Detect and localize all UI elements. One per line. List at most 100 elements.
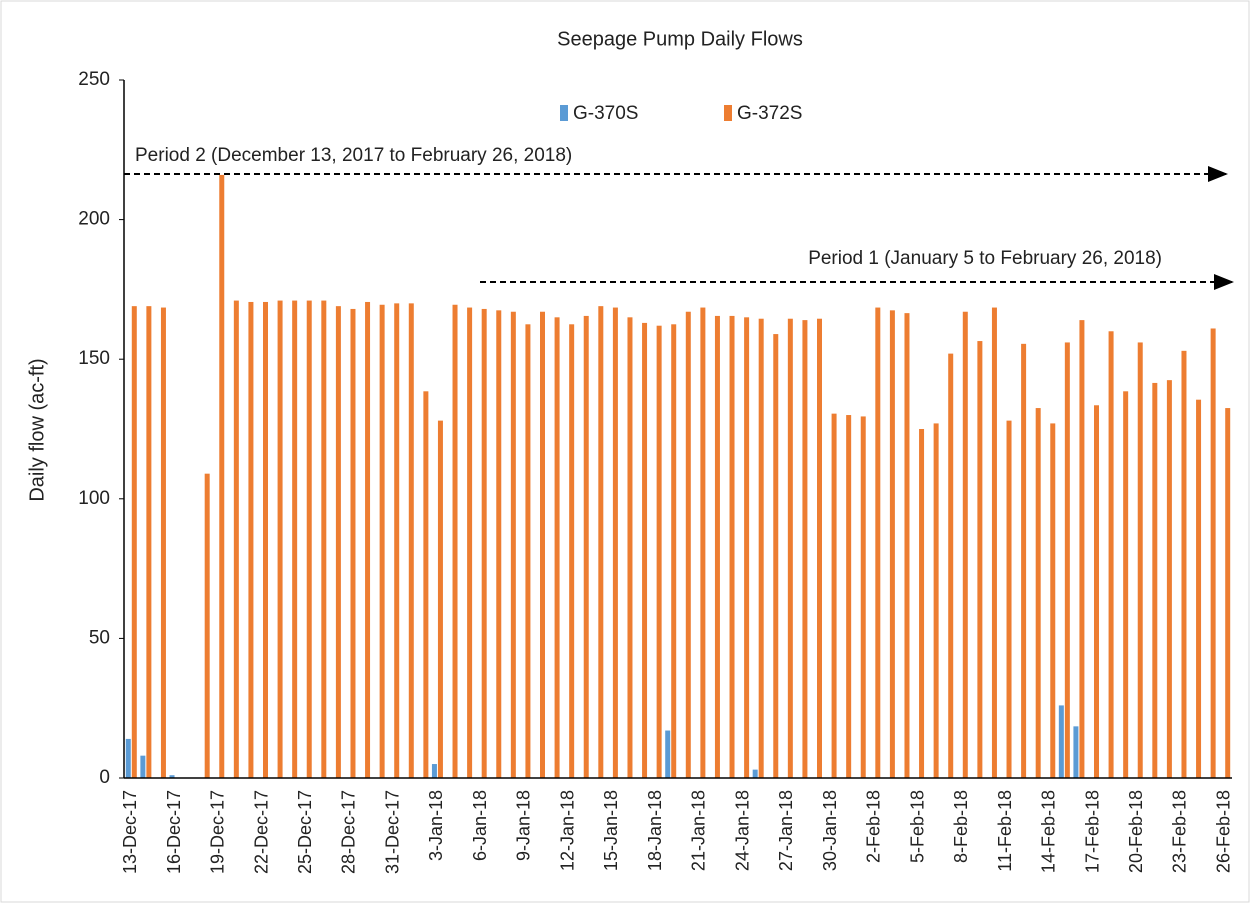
y-tick-label: 250 <box>78 69 110 90</box>
bar <box>219 174 225 779</box>
x-tick-label: 20-Feb-18 <box>1126 790 1146 873</box>
y-tick-label: 100 <box>78 488 110 509</box>
bar <box>146 306 152 778</box>
legend-swatch <box>724 105 732 121</box>
bar <box>408 303 414 778</box>
bar <box>248 301 254 778</box>
bar <box>948 353 954 778</box>
bar <box>365 301 371 778</box>
bar <box>642 322 648 778</box>
y-tick-label: 200 <box>78 209 110 230</box>
bar <box>1058 705 1064 778</box>
bar <box>802 320 808 778</box>
bar <box>1073 726 1079 778</box>
bar <box>379 304 385 778</box>
bar <box>977 341 983 778</box>
x-tick-label: 28-Dec-17 <box>339 790 359 874</box>
bar <box>714 315 720 778</box>
x-tick-label: 24-Jan-18 <box>732 790 752 871</box>
bar <box>1123 391 1129 778</box>
bar <box>787 318 793 778</box>
bar <box>452 304 458 778</box>
bar <box>277 300 283 778</box>
legend-label: G-370S <box>573 103 638 124</box>
x-tick-label: 8-Feb-18 <box>951 790 971 863</box>
x-tick-label: 27-Jan-18 <box>776 790 796 871</box>
y-axis-label: Daily flow (ac-ft) <box>26 358 48 501</box>
bar <box>1094 405 1099 778</box>
bar <box>160 307 166 778</box>
x-tick-label: 14-Feb-18 <box>1039 790 1059 873</box>
bar <box>933 423 939 778</box>
x-tick-label: 25-Dec-17 <box>295 790 315 874</box>
bar <box>263 301 268 778</box>
x-tick-label: 11-Feb-18 <box>995 790 1015 872</box>
bar <box>627 317 633 778</box>
bar <box>1079 320 1085 778</box>
bar <box>1196 399 1202 778</box>
bar <box>1210 328 1216 778</box>
legend-swatch <box>560 105 568 121</box>
bar <box>685 311 691 778</box>
x-tick-label: 17-Feb-18 <box>1082 790 1102 873</box>
bar <box>656 325 662 778</box>
bar <box>583 315 589 778</box>
x-tick-label: 30-Jan-18 <box>820 790 840 871</box>
bar <box>773 334 779 778</box>
y-tick-label: 150 <box>78 348 110 369</box>
bar <box>169 775 175 778</box>
y-tick-label: 50 <box>89 627 110 648</box>
bar <box>437 420 443 778</box>
bar <box>292 300 298 778</box>
x-tick-label: 21-Jan-18 <box>689 790 709 871</box>
chart-title: Seepage Pump Daily Flows <box>557 28 803 50</box>
legend-label: G-372S <box>737 103 802 124</box>
bar <box>744 317 750 778</box>
x-tick-label: 19-Dec-17 <box>208 790 228 874</box>
bar <box>481 308 487 778</box>
bar <box>1006 420 1012 778</box>
bar <box>233 300 239 778</box>
x-tick-label: 23-Feb-18 <box>1170 790 1190 873</box>
bar <box>846 415 852 778</box>
bar <box>554 317 560 778</box>
x-tick-label: 12-Jan-18 <box>557 790 577 871</box>
bar <box>496 310 502 778</box>
annotation: Period 1 (January 5 to February 26, 2018… <box>808 248 1162 269</box>
bar <box>962 311 968 778</box>
x-tick-label: 18-Jan-18 <box>645 790 665 871</box>
bar <box>467 307 473 778</box>
x-tick-label: 13-Dec-17 <box>120 790 140 874</box>
bar <box>510 311 516 778</box>
bar <box>423 391 429 778</box>
x-tick-label: 26-Feb-18 <box>1213 790 1233 873</box>
bar <box>991 307 997 778</box>
bar <box>671 324 677 778</box>
bar <box>131 306 137 778</box>
bar <box>1152 382 1158 778</box>
bar <box>1021 343 1027 778</box>
bar <box>431 764 437 778</box>
bar <box>831 413 837 778</box>
bar <box>700 307 706 778</box>
bar <box>612 307 618 778</box>
bar <box>1181 350 1187 778</box>
bar <box>306 300 312 778</box>
bar <box>889 310 895 778</box>
x-tick-label: 16-Dec-17 <box>164 790 184 874</box>
bar <box>860 416 866 778</box>
bar <box>904 313 910 778</box>
bar <box>729 315 735 778</box>
bar <box>817 318 822 778</box>
bar <box>1225 408 1231 778</box>
bar <box>125 738 131 778</box>
x-tick-label: 3-Jan-18 <box>426 790 446 861</box>
bar <box>875 307 881 778</box>
bar <box>321 300 327 778</box>
bar <box>919 429 925 778</box>
x-tick-label: 5-Feb-18 <box>907 790 927 863</box>
bar <box>140 755 146 778</box>
bar <box>1035 408 1041 778</box>
bar <box>350 308 356 778</box>
